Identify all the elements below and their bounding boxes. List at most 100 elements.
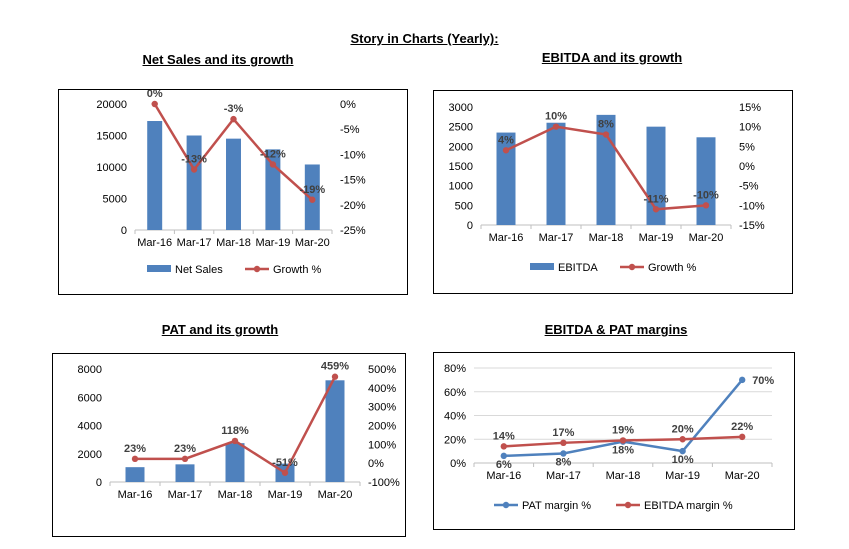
data-label: -3% <box>224 103 244 115</box>
y-tick-label-right: -10% <box>739 200 765 212</box>
series-point <box>500 452 507 460</box>
y-tick-label-right: -100% <box>368 477 400 489</box>
series-point <box>602 131 610 138</box>
series-point <box>739 433 746 441</box>
y-tick-label-left: 0 <box>467 220 473 232</box>
chart-margins-svg: 0% 20% 40% 60% 80% Mar-16 Mar-17 Mar-18 Mar-19 Ma… <box>444 363 774 512</box>
x-tick-label: Mar-20 <box>318 489 353 501</box>
y-tick-label-left: 500 <box>455 200 473 212</box>
legend-swatch-marker <box>628 263 636 271</box>
y-tick-label-left: 20000 <box>96 99 127 111</box>
chart-net-sales: 0 5000 10000 15000 20000 -25% -20% -15% -10% -5% 0… <box>58 88 408 295</box>
bar <box>125 467 145 482</box>
y-tick-label-left: 60% <box>444 387 466 399</box>
y-tick-label-right: -10% <box>340 149 366 161</box>
x-tick-label: Mar-19 <box>639 232 674 244</box>
y-tick-label-left: 20% <box>444 434 466 446</box>
y-tick-label-right: 15% <box>739 102 761 114</box>
x-tick-label: Mar-17 <box>546 470 581 482</box>
series-point <box>231 437 239 445</box>
legend-swatch <box>530 263 554 270</box>
y-tick-label-left: 10000 <box>96 162 127 174</box>
chart-ebitda-svg: 0 500 1000 1500 2000 2500 3000 -15% -10% -5% 0% 5% 1… <box>449 102 765 274</box>
series-point <box>552 123 560 130</box>
bar <box>225 443 245 482</box>
series-point <box>230 115 237 123</box>
series-point <box>500 443 507 450</box>
y-tick-label-right: -20% <box>340 200 366 212</box>
y-tick-label-left: 4000 <box>78 421 102 433</box>
legend-swatch-marker <box>253 265 261 273</box>
x-tick-label: Mar-16 <box>489 232 524 244</box>
data-label: -11% <box>643 193 668 205</box>
bar <box>696 137 716 225</box>
series-point <box>151 100 158 108</box>
page-title: Story in Charts (Yearly): <box>350 31 499 46</box>
x-tick-label: Mar-18 <box>218 489 253 501</box>
data-label: -19% <box>299 184 325 196</box>
data-label: 8% <box>598 119 614 131</box>
y-tick-label-left: 5000 <box>103 194 127 206</box>
y-tick-label-right: -5% <box>340 124 360 136</box>
x-tick-label: Mar-20 <box>295 237 330 249</box>
chart-title-pat: PAT and its growth <box>161 322 279 337</box>
x-tick-label: Mar-18 <box>606 470 641 482</box>
series-point <box>131 455 139 463</box>
x-tick-label: Mar-20 <box>689 232 724 244</box>
data-label: 10% <box>672 454 694 466</box>
x-tick-label: Mar-17 <box>177 237 212 249</box>
y-tick-label-left: 8000 <box>78 364 102 376</box>
legend-label: EBITDA <box>558 262 598 274</box>
bar <box>147 121 163 230</box>
chart-title-ebitda: EBITDA and its growth <box>541 50 683 65</box>
data-label: 118% <box>221 425 249 437</box>
y-tick-label-right: -25% <box>340 225 366 237</box>
y-tick-label-right: 200% <box>368 421 396 433</box>
y-tick-label-left: 15000 <box>96 131 127 143</box>
x-tick-label: Mar-19 <box>255 237 290 249</box>
series-point <box>281 469 289 476</box>
data-label: 23% <box>174 443 196 455</box>
y-tick-label-right: 300% <box>368 402 396 414</box>
bar <box>175 464 195 482</box>
bar <box>325 380 345 482</box>
y-tick-label-left: 6000 <box>78 392 102 404</box>
y-tick-label-left: 80% <box>444 363 466 375</box>
y-tick-label-right: 400% <box>368 383 396 395</box>
y-tick-label-right: 0% <box>340 99 356 111</box>
y-tick-label-right: -5% <box>739 181 759 193</box>
y-tick-label-right: 0% <box>368 458 384 470</box>
y-tick-label-right: -15% <box>739 220 765 232</box>
x-tick-label: Mar-17 <box>539 232 574 244</box>
data-label: 4% <box>498 134 514 146</box>
x-tick-label: Mar-19 <box>268 489 303 501</box>
legend-label: Net Sales <box>175 264 223 276</box>
data-label: 18% <box>612 445 634 457</box>
chart-pat: 0 2000 4000 6000 8000 -100% 0% 100% 200% 300% 400%… <box>52 353 406 537</box>
legend-label: EBITDA margin % <box>644 500 733 512</box>
series-point <box>702 202 710 209</box>
data-label: 70% <box>752 375 774 387</box>
data-label: 23% <box>124 443 146 455</box>
series-point <box>619 437 627 444</box>
data-label: -51% <box>272 457 298 469</box>
y-tick-label-left: 0% <box>450 458 466 470</box>
data-label: 20% <box>672 423 694 435</box>
series-point <box>331 373 339 380</box>
y-tick-label-right: 0% <box>739 161 755 173</box>
series-point <box>269 161 277 168</box>
series-point <box>679 436 686 443</box>
data-label: 8% <box>555 457 571 469</box>
data-label: -13% <box>181 154 207 166</box>
chart-pat-svg: 0 2000 4000 6000 8000 -100% 0% 100% 200% 300% 400%… <box>78 361 401 501</box>
series-point <box>560 450 567 457</box>
data-label: 19% <box>612 424 634 436</box>
data-label: 459% <box>321 361 349 373</box>
y-tick-label-left: 1500 <box>449 161 473 173</box>
x-tick-label: Mar-20 <box>725 470 760 482</box>
chart-ebitda: 0 500 1000 1500 2000 2500 3000 -15% -10% -5% 0% 5% 1… <box>433 90 793 294</box>
y-tick-label-left: 40% <box>444 411 466 423</box>
y-tick-label-left: 3000 <box>449 102 473 114</box>
data-label: 0% <box>147 90 163 100</box>
data-label: -12% <box>260 148 286 160</box>
